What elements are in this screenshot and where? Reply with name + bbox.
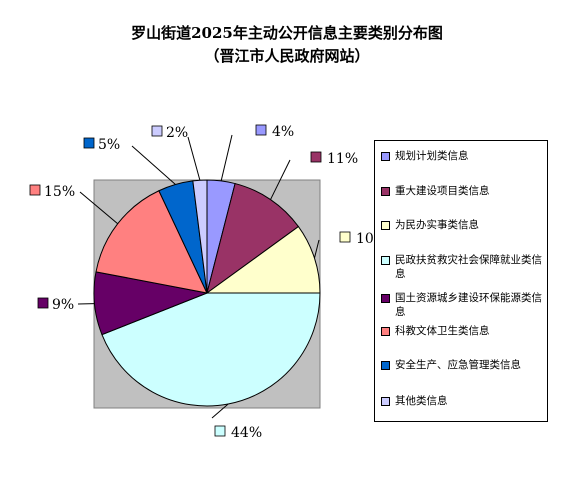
legend-item: 民政扶贫救灾社会保障就业类信息 <box>381 253 543 281</box>
legend-swatch <box>381 327 390 336</box>
legend-swatch <box>381 294 390 303</box>
data-label: 44% <box>231 425 262 441</box>
leader-line <box>187 136 201 181</box>
data-label: 11% <box>327 151 358 167</box>
leader-line <box>220 134 233 182</box>
legend-item: 规划计划类信息 <box>381 149 543 163</box>
legend-label: 安全生产、应急管理类信息 <box>395 359 521 371</box>
legend-item: 重大建设项目类信息 <box>381 184 543 198</box>
legend-swatch <box>381 361 390 370</box>
leader-line <box>270 159 291 200</box>
label-swatch <box>255 124 267 136</box>
legend: 规划计划类信息重大建设项目类信息 为民办实事类信息民政扶贫救灾社会保障就业类信息国… <box>374 140 548 422</box>
label-swatch <box>83 137 95 149</box>
pie-slice <box>192 179 208 294</box>
pie-slice <box>205 225 321 294</box>
label-swatch <box>37 297 49 309</box>
label-swatch <box>29 184 41 196</box>
legend-label: 为民办实事类信息 <box>395 219 479 231</box>
legend-item: 为民办实事类信息 <box>381 218 543 232</box>
legend-swatch <box>381 397 390 406</box>
legend-label: 规划计划类信息 <box>395 150 469 162</box>
label-swatch <box>339 231 351 243</box>
chart-subtitle: （晋江市人民政府网站） <box>204 47 370 65</box>
label-swatch <box>310 151 322 163</box>
leader-line <box>313 239 320 259</box>
data-label: 9% <box>52 297 74 313</box>
legend-item: 国土资源城乡建设环保能源类信息 <box>381 291 543 319</box>
legend-label: 民政扶贫救灾社会保障就业类信息 <box>395 254 542 280</box>
data-label: 5% <box>98 137 120 153</box>
data-label: 2% <box>166 125 188 141</box>
leader-line <box>131 145 176 185</box>
legend-swatch <box>381 221 390 230</box>
legend-label: 国土资源城乡建设环保能源类信息 <box>395 292 542 318</box>
legend-swatch <box>381 187 390 196</box>
label-swatch <box>151 125 163 137</box>
legend-label: 重大建设项目类信息 <box>395 185 490 197</box>
data-label: 15% <box>44 184 75 200</box>
pie-slice <box>206 182 300 295</box>
legend-swatch <box>381 152 390 161</box>
pie-slice <box>95 190 208 294</box>
leader-line <box>211 403 229 419</box>
legend-label: 其他类信息 <box>395 395 448 407</box>
legend-label: 科教文体卫生类信息 <box>395 325 490 337</box>
data-label: 4% <box>272 124 294 140</box>
legend-item: 其他类信息 <box>381 394 543 408</box>
legend-item: 安全生产、应急管理类信息 <box>381 358 543 372</box>
leader-line <box>79 191 119 225</box>
chart-title: 罗山街道2025年主动公开信息主要类别分布图 <box>131 24 443 42</box>
legend-swatch <box>381 256 390 265</box>
pie-slice <box>101 292 321 407</box>
label-swatch <box>214 425 226 437</box>
legend-item: 科教文体卫生类信息 <box>381 324 543 338</box>
